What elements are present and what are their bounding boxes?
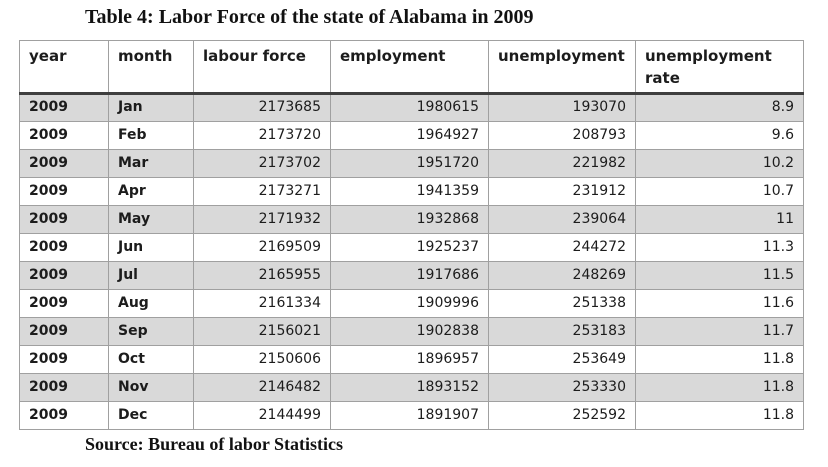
cell-labour-force: 2173685 [193,92,331,122]
table-row-nov: 2009 Nov 2146482 1893152 253330 11.8 [19,372,804,402]
cell-month: Feb [108,120,194,150]
table-row-apr: 2009 Apr 2173271 1941359 231912 10.7 [19,176,804,206]
cell-unemployment-rate: 11.6 [635,288,804,318]
source-caption: Source: Bureau of labor Statistics [85,434,344,454]
table-row-jul: 2009 Jul 2165955 1917686 248269 11.5 [19,260,804,290]
cell-unemployment-rate: 11.7 [635,316,804,346]
cell-labour-force: 2144499 [193,400,331,430]
column-header-unemployment-rate-label: unemployment rate [645,47,772,87]
cell-unemployment-rate: 11 [635,204,804,234]
table-row-jan: 2009 Jan 2173685 1980615 193070 8.9 [19,92,804,122]
cell-year: 2009 [19,204,109,234]
cell-unemployment-rate: 11.8 [635,344,804,374]
cell-month: Oct [108,344,194,374]
cell-labour-force: 2171932 [193,204,331,234]
cell-unemployment: 193070 [488,92,636,122]
cell-labour-force: 2146482 [193,372,331,402]
table-header: year month labour force employment unemp… [19,40,804,95]
cell-year: 2009 [19,232,109,262]
cell-unemployment-rate: 10.7 [635,176,804,206]
table-row-jun: 2009 Jun 2169509 1925237 244272 11.3 [19,232,804,262]
cell-year: 2009 [19,260,109,290]
cell-year: 2009 [19,120,109,150]
header-row: year month labour force employment unemp… [19,40,804,95]
table-title: Table 4: Labor Force of the state of Ala… [85,6,534,28]
cell-year: 2009 [19,92,109,122]
cell-employment: 1941359 [330,176,489,206]
cell-unemployment: 239064 [488,204,636,234]
cell-labour-force: 2165955 [193,260,331,290]
column-header-unemployment-rate: unemployment rate [635,40,804,95]
cell-labour-force: 2150606 [193,344,331,374]
column-header-month: month [108,40,194,95]
table-row-feb: 2009 Feb 2173720 1964927 208793 9.6 [19,120,804,150]
cell-unemployment: 252592 [488,400,636,430]
cell-employment: 1917686 [330,260,489,290]
cell-employment: 1964927 [330,120,489,150]
cell-month: Aug [108,288,194,318]
cell-month: Jun [108,232,194,262]
table-row-sep: 2009 Sep 2156021 1902838 253183 11.7 [19,316,804,346]
cell-employment: 1980615 [330,92,489,122]
column-header-year: year [19,40,109,95]
table-row-mar: 2009 Mar 2173702 1951720 221982 10.2 [19,148,804,178]
cell-year: 2009 [19,176,109,206]
cell-unemployment-rate: 10.2 [635,148,804,178]
cell-month: Apr [108,176,194,206]
cell-year: 2009 [19,148,109,178]
cell-unemployment: 231912 [488,176,636,206]
cell-unemployment: 253649 [488,344,636,374]
cell-unemployment-rate: 11.5 [635,260,804,290]
cell-month: Dec [108,400,194,430]
cell-labour-force: 2173271 [193,176,331,206]
cell-employment: 1896957 [330,344,489,374]
cell-month: Nov [108,372,194,402]
column-header-employment: employment [330,40,489,95]
cell-employment: 1932868 [330,204,489,234]
cell-month: Jan [108,92,194,122]
cell-unemployment: 208793 [488,120,636,150]
cell-month: May [108,204,194,234]
cell-employment: 1909996 [330,288,489,318]
cell-unemployment: 253183 [488,316,636,346]
cell-unemployment-rate: 8.9 [635,92,804,122]
cell-unemployment: 221982 [488,148,636,178]
cell-year: 2009 [19,400,109,430]
cell-unemployment: 251338 [488,288,636,318]
table-row-dec: 2009 Dec 2144499 1891907 252592 11.8 [19,400,804,430]
column-header-unemployment: unemployment [488,40,636,95]
table-row-aug: 2009 Aug 2161334 1909996 251338 11.6 [19,288,804,318]
cell-labour-force: 2161334 [193,288,331,318]
cell-unemployment-rate: 11.8 [635,372,804,402]
cell-year: 2009 [19,316,109,346]
cell-unemployment-rate: 11.3 [635,232,804,262]
cell-labour-force: 2169509 [193,232,331,262]
cell-unemployment-rate: 11.8 [635,400,804,430]
cell-labour-force: 2156021 [193,316,331,346]
cell-year: 2009 [19,372,109,402]
cell-unemployment-rate: 9.6 [635,120,804,150]
cell-unemployment: 253330 [488,372,636,402]
cell-unemployment: 244272 [488,232,636,262]
cell-employment: 1951720 [330,148,489,178]
table-body: 2009 Jan 2173685 1980615 193070 8.9 2009… [19,92,804,430]
cell-employment: 1893152 [330,372,489,402]
column-header-labour-force: labour force [193,40,331,95]
cell-year: 2009 [19,344,109,374]
table-row-oct: 2009 Oct 2150606 1896957 253649 11.8 [19,344,804,374]
cell-month: Mar [108,148,194,178]
cell-employment: 1925237 [330,232,489,262]
cell-unemployment: 248269 [488,260,636,290]
cell-year: 2009 [19,288,109,318]
labor-force-table: year month labour force employment unemp… [19,40,804,430]
cell-labour-force: 2173702 [193,148,331,178]
table-row-may: 2009 May 2171932 1932868 239064 11 [19,204,804,234]
cell-labour-force: 2173720 [193,120,331,150]
cell-month: Jul [108,260,194,290]
cell-employment: 1891907 [330,400,489,430]
cell-employment: 1902838 [330,316,489,346]
cell-month: Sep [108,316,194,346]
